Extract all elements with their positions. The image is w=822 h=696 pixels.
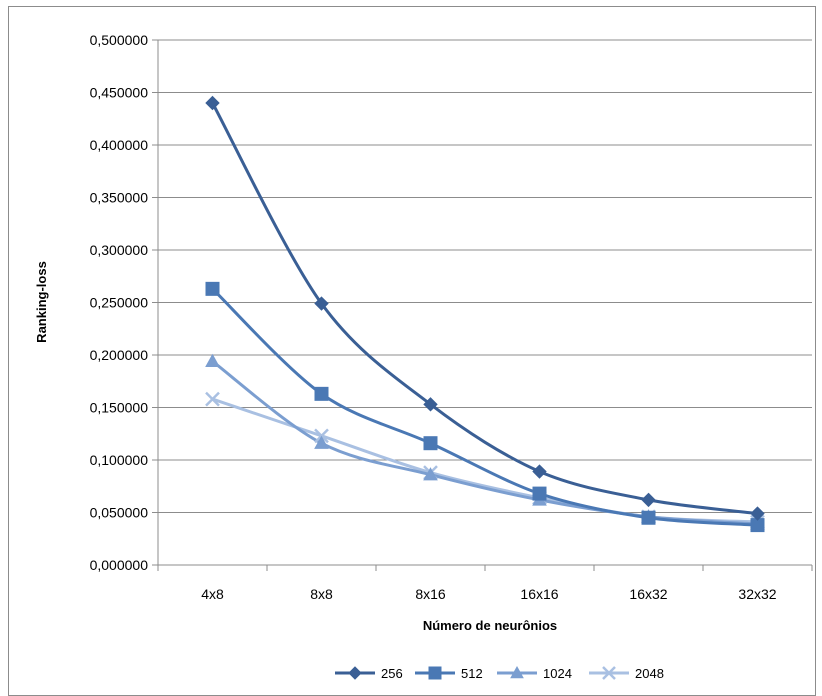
y-tick-label: 0,500000 (90, 32, 149, 48)
legend-label: 2048 (635, 666, 664, 681)
legend-item-256: 256 (335, 666, 403, 681)
series-markers-256 (205, 95, 765, 521)
legend-item-1024: 1024 (497, 665, 572, 681)
series-lines (211, 102, 758, 527)
data-point (314, 296, 329, 311)
legend-label: 512 (461, 666, 483, 681)
y-tick-label: 0,100000 (90, 452, 149, 468)
y-tick-label: 0,150000 (90, 400, 149, 416)
data-point (750, 506, 765, 521)
data-point (602, 666, 616, 680)
series-line-256 (211, 102, 758, 516)
x-tick-label: 32x32 (738, 586, 776, 602)
x-tick-label: 4x8 (201, 586, 224, 602)
x-tick-label: 16x16 (520, 586, 558, 602)
series-markers-2048 (205, 391, 765, 530)
data-point (205, 95, 220, 111)
chart-frame (8, 6, 816, 696)
axes (157, 40, 813, 571)
y-tick-label: 0,400000 (90, 137, 149, 153)
data-point (314, 435, 329, 449)
legend-item-2048: 2048 (589, 666, 664, 681)
data-point (641, 492, 656, 508)
gridlines (152, 39, 812, 566)
y-tick-label: 0,050000 (90, 505, 149, 521)
data-point (423, 436, 438, 451)
legend: 256 512 1024 2048 (335, 665, 664, 681)
y-tick-label: 0,350000 (90, 190, 149, 206)
data-point (314, 386, 329, 401)
y-tick-label: 0,450000 (90, 85, 149, 101)
series-markers-512 (205, 281, 765, 533)
legend-label: 256 (381, 666, 403, 681)
legend-item-512: 512 (415, 666, 483, 681)
x-tick-labels: 4x8 8x8 8x16 16x16 16x32 32x32 (201, 586, 777, 602)
y-tick-label: 0,000000 (90, 557, 149, 573)
x-tick-label: 8x8 (310, 586, 333, 602)
data-point (510, 665, 524, 679)
data-point (348, 666, 362, 680)
data-point (423, 467, 438, 481)
legend-label: 1024 (543, 666, 572, 681)
series-markers (205, 95, 765, 533)
data-point (423, 397, 438, 412)
y-axis-title: Ranking-loss (34, 261, 49, 343)
data-point (428, 666, 442, 680)
y-tick-label: 0,250000 (90, 295, 149, 311)
x-tick-label: 8x16 (415, 586, 446, 602)
y-tick-label: 0,300000 (90, 242, 149, 258)
data-point (205, 281, 220, 296)
x-tick-label: 16x32 (629, 586, 667, 602)
data-point (641, 510, 656, 525)
y-tick-labels: 0,000000 0,050000 0,100000 0,150000 0,200000… (90, 32, 149, 573)
data-point (205, 391, 220, 407)
data-point (532, 486, 547, 501)
x-axis-title: Número de neurônios (423, 618, 557, 633)
data-point (205, 353, 220, 367)
y-tick-label: 0,200000 (90, 347, 149, 363)
data-point (532, 464, 547, 479)
